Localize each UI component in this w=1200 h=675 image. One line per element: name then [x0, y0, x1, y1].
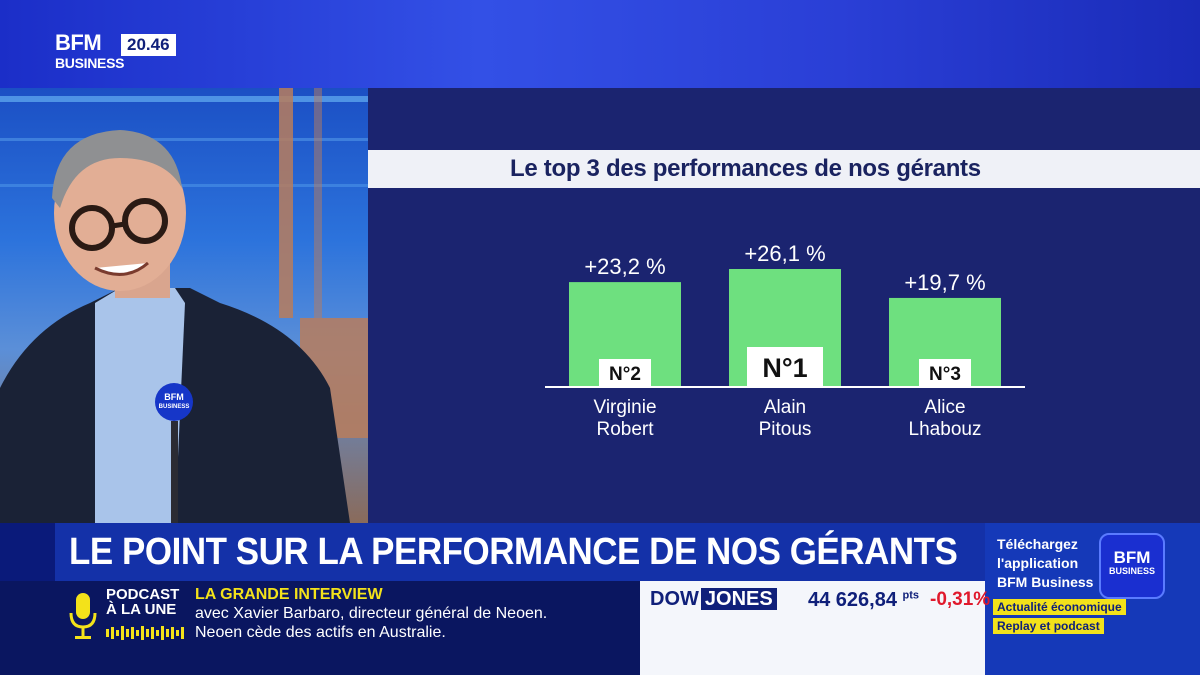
chart-panel: Le top 3 des performances de nos gérants…	[368, 88, 1200, 523]
tag-actualite: Actualité économique	[993, 599, 1126, 615]
bfm-app-logo: BFM BUSINESS	[1099, 533, 1165, 599]
index-change: -0,31%	[930, 589, 991, 610]
category-label: Alain	[764, 397, 806, 418]
grande-interview-line1: avec Xavier Barbaro, directeur général d…	[195, 605, 548, 622]
channel-logo-sub: BUSINESS	[55, 55, 125, 71]
chart-title-band: Le top 3 des performances de nos gérants	[368, 150, 1200, 188]
top-strip: BFM BUSINESS 20.46	[0, 0, 1200, 88]
presenter	[0, 130, 350, 523]
rank-badge	[747, 347, 823, 387]
rank-label: N°3	[929, 364, 961, 385]
podcast-label: PODCAST À LA UNE	[106, 587, 179, 617]
channel-logo: BFM	[55, 30, 102, 55]
category-label: Pitous	[759, 419, 812, 440]
headline: LE POINT SUR LA PERFORMANCE DE NOS GÉRAN…	[69, 531, 958, 573]
index-jones: JONES	[700, 588, 777, 610]
studio-video: BFM BUSINESS	[0, 88, 368, 523]
grande-interview-line2: Neoen cède des actifs en Australie.	[195, 624, 446, 641]
chart-title: Le top 3 des performances de nos gérants	[510, 155, 981, 182]
promo-logo-top: BFM	[1113, 548, 1151, 567]
rank-label: N°2	[609, 364, 641, 385]
index-value: 44 626,84 pts	[808, 589, 919, 612]
audio-wave-icon	[106, 626, 184, 640]
mic-icon: BFM BUSINESS	[155, 383, 193, 421]
index-name: DOW JONES	[650, 588, 777, 611]
category-label: Lhabouz	[909, 419, 982, 440]
podcast-line1: PODCAST	[106, 586, 180, 603]
category-label: Alice	[924, 397, 965, 418]
data-label: +23,2 %	[584, 254, 665, 279]
data-label: +19,7 %	[904, 270, 985, 295]
app-promo: Téléchargez l'application BFM Business B…	[985, 523, 1200, 675]
mic-logo-bottom: BUSINESS	[158, 404, 190, 410]
data-label: +26,1 %	[744, 241, 825, 266]
bottom-ticker: PODCAST À LA UNE LA GRANDE INTERVIEW ave…	[0, 581, 990, 675]
microphone-icon	[69, 593, 97, 639]
tag-replay: Replay et podcast	[993, 618, 1104, 634]
market-ticker: DOW JONES 44 626,84 pts -0,31%	[640, 581, 990, 675]
podcast-line2: À LA UNE	[106, 601, 177, 618]
index-unit: pts	[902, 589, 920, 602]
promo-logo-bottom: BUSINESS	[1108, 566, 1155, 576]
index-dow: DOW	[650, 588, 699, 610]
index-value-number: 44 626,84	[808, 589, 897, 611]
mic-logo-top: BFM	[164, 392, 184, 402]
promo-text: Téléchargez l'application BFM Business	[997, 536, 1094, 590]
rank-label: N°1	[762, 353, 807, 383]
grande-interview-title: LA GRANDE INTERVIEW	[195, 586, 383, 603]
headline-banner: LE POINT SUR LA PERFORMANCE DE NOS GÉRAN…	[55, 523, 985, 581]
rank-badge	[599, 359, 651, 387]
rank-badge	[919, 359, 971, 387]
category-label: Robert	[596, 419, 654, 440]
category-label: Virginie	[593, 397, 656, 418]
clock: 20.46	[121, 34, 176, 56]
